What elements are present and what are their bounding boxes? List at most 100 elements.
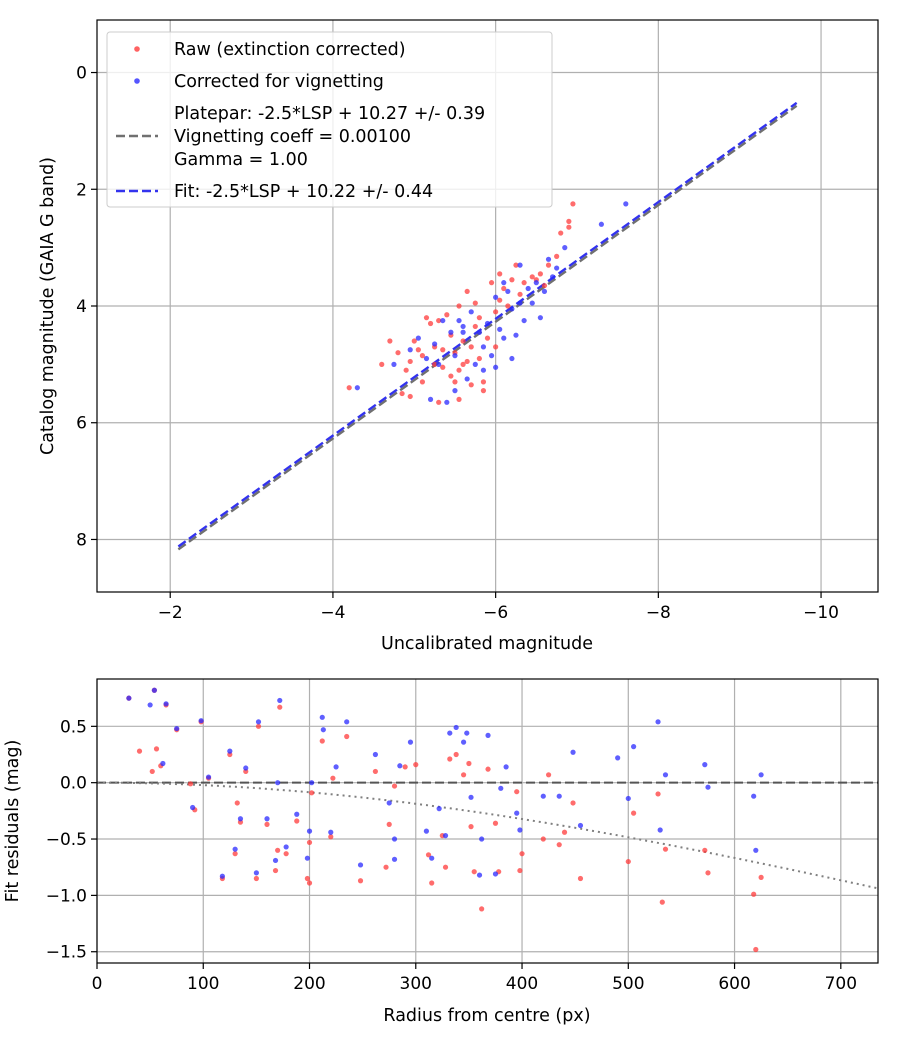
raw-residual-point bbox=[758, 874, 764, 880]
raw-residual-point bbox=[149, 768, 155, 775]
raw-point bbox=[521, 280, 527, 286]
corrected-residual-point bbox=[498, 785, 504, 791]
bottom-y-tick-label: −1.5 bbox=[46, 943, 87, 963]
corrected-residual-point bbox=[758, 772, 764, 778]
raw-residual-point bbox=[577, 875, 584, 882]
corrected-point bbox=[427, 396, 434, 402]
raw-residual-point bbox=[625, 858, 631, 865]
corrected-point bbox=[440, 317, 446, 324]
raw-residual-point bbox=[659, 899, 665, 905]
raw-point bbox=[476, 355, 482, 362]
raw-point bbox=[456, 303, 462, 309]
bottom-y-tick-label: 0.0 bbox=[60, 774, 87, 794]
raw-residual-point bbox=[514, 789, 520, 795]
raw-residual-point bbox=[413, 762, 419, 768]
corrected-point bbox=[541, 288, 548, 295]
raw-point bbox=[480, 379, 487, 385]
raw-residual-point bbox=[570, 800, 576, 806]
corrected-residual-point bbox=[476, 872, 483, 878]
corrected-residual-point bbox=[309, 780, 315, 786]
corrected-point bbox=[493, 364, 499, 370]
raw-residual-point bbox=[561, 829, 568, 835]
raw-residual-point bbox=[485, 766, 491, 772]
corrected-residual-point bbox=[237, 816, 244, 822]
corrected-point bbox=[545, 256, 552, 262]
corrected-residual-point bbox=[625, 795, 631, 802]
corrected-residual-point bbox=[429, 855, 435, 861]
corrected-point bbox=[537, 315, 543, 321]
legend-label: Corrected for vignetting bbox=[174, 72, 384, 92]
legend-label: Raw (extinction corrected) bbox=[174, 40, 406, 60]
corrected-residual-point bbox=[126, 695, 132, 701]
raw-residual-point bbox=[631, 810, 637, 816]
corrected-residual-point bbox=[333, 764, 339, 770]
corrected-point bbox=[505, 288, 511, 295]
corrected-point bbox=[517, 300, 523, 306]
corrected-residual-point bbox=[151, 687, 157, 693]
raw-residual-point bbox=[344, 733, 350, 740]
corrected-residual-point bbox=[460, 739, 467, 745]
corrected-point bbox=[517, 262, 523, 268]
raw-residual-point bbox=[442, 864, 449, 870]
raw-point bbox=[497, 297, 503, 303]
corrected-point bbox=[444, 399, 450, 405]
top-x-tick-label: −6 bbox=[483, 603, 508, 623]
raw-point bbox=[456, 396, 462, 402]
legend: Raw (extinction corrected) Corrected for … bbox=[106, 31, 553, 208]
corrected-point bbox=[472, 361, 478, 367]
corrected-point bbox=[484, 320, 491, 327]
legend-label: Platepar: -2.5*LSP + 10.27 +/- 0.39 bbox=[174, 104, 485, 124]
raw-point bbox=[537, 271, 543, 277]
raw-point bbox=[554, 253, 560, 259]
raw-residual-point bbox=[466, 760, 472, 767]
raw-point bbox=[419, 379, 426, 385]
raw-residual-point bbox=[556, 842, 562, 848]
raw-point bbox=[497, 271, 503, 277]
raw-point bbox=[570, 201, 576, 207]
bottom-y-tick-label: −0.5 bbox=[46, 830, 87, 850]
corrected-residual-point bbox=[163, 701, 169, 707]
raw-residual-point bbox=[453, 751, 459, 758]
legend-marker-1 bbox=[134, 78, 140, 84]
raw-point bbox=[411, 338, 417, 344]
raw-point bbox=[423, 315, 430, 321]
raw-point bbox=[436, 317, 442, 324]
bottom-x-axis-label: Radius from centre (px) bbox=[383, 1006, 590, 1026]
raw-point bbox=[403, 367, 409, 373]
bottom-x-tick-label: 600 bbox=[718, 974, 750, 994]
raw-point bbox=[472, 323, 478, 330]
corrected-point bbox=[480, 344, 487, 350]
raw-point bbox=[566, 218, 572, 224]
raw-point bbox=[407, 358, 413, 365]
raw-point bbox=[529, 274, 535, 280]
bottom-ticks: 0 100 200 300 400 500 600 700 0.5 0.0 −0.5 −1.0 −1.5 bbox=[46, 717, 857, 994]
raw-point bbox=[456, 367, 462, 373]
raw-residual-point bbox=[705, 870, 711, 876]
corrected-residual-point bbox=[423, 828, 430, 834]
bottom-x-tick-label: 500 bbox=[612, 974, 644, 994]
corrected-residual-point bbox=[344, 719, 350, 725]
corrected-residual-point bbox=[272, 857, 279, 864]
corrected-residual-point bbox=[205, 774, 212, 780]
bottom-x-tick-label: 300 bbox=[400, 974, 432, 994]
corrected-residual-point bbox=[655, 719, 661, 725]
raw-residual-point bbox=[309, 790, 315, 796]
raw-residual-point bbox=[136, 748, 143, 754]
raw-residual-point bbox=[540, 836, 546, 842]
corrected-residual-point bbox=[479, 836, 485, 842]
legend-label: Vignetting coeff = 0.00100 bbox=[174, 127, 411, 147]
corrected-point bbox=[452, 353, 458, 359]
corrected-point bbox=[501, 280, 507, 286]
legend-label: Fit: -2.5*LSP + 10.22 +/- 0.44 bbox=[174, 182, 433, 202]
raw-residual-point bbox=[702, 847, 708, 853]
raw-residual-point bbox=[306, 880, 313, 886]
raw-point bbox=[468, 344, 474, 350]
raw-point bbox=[452, 379, 458, 385]
bottom-y-tick-label: −1.0 bbox=[46, 886, 87, 906]
raw-residual-point bbox=[383, 864, 389, 870]
raw-residual-point bbox=[425, 852, 432, 858]
corrected-point bbox=[493, 294, 499, 300]
corrected-residual-point bbox=[657, 827, 663, 833]
raw-residual-point bbox=[429, 880, 435, 886]
